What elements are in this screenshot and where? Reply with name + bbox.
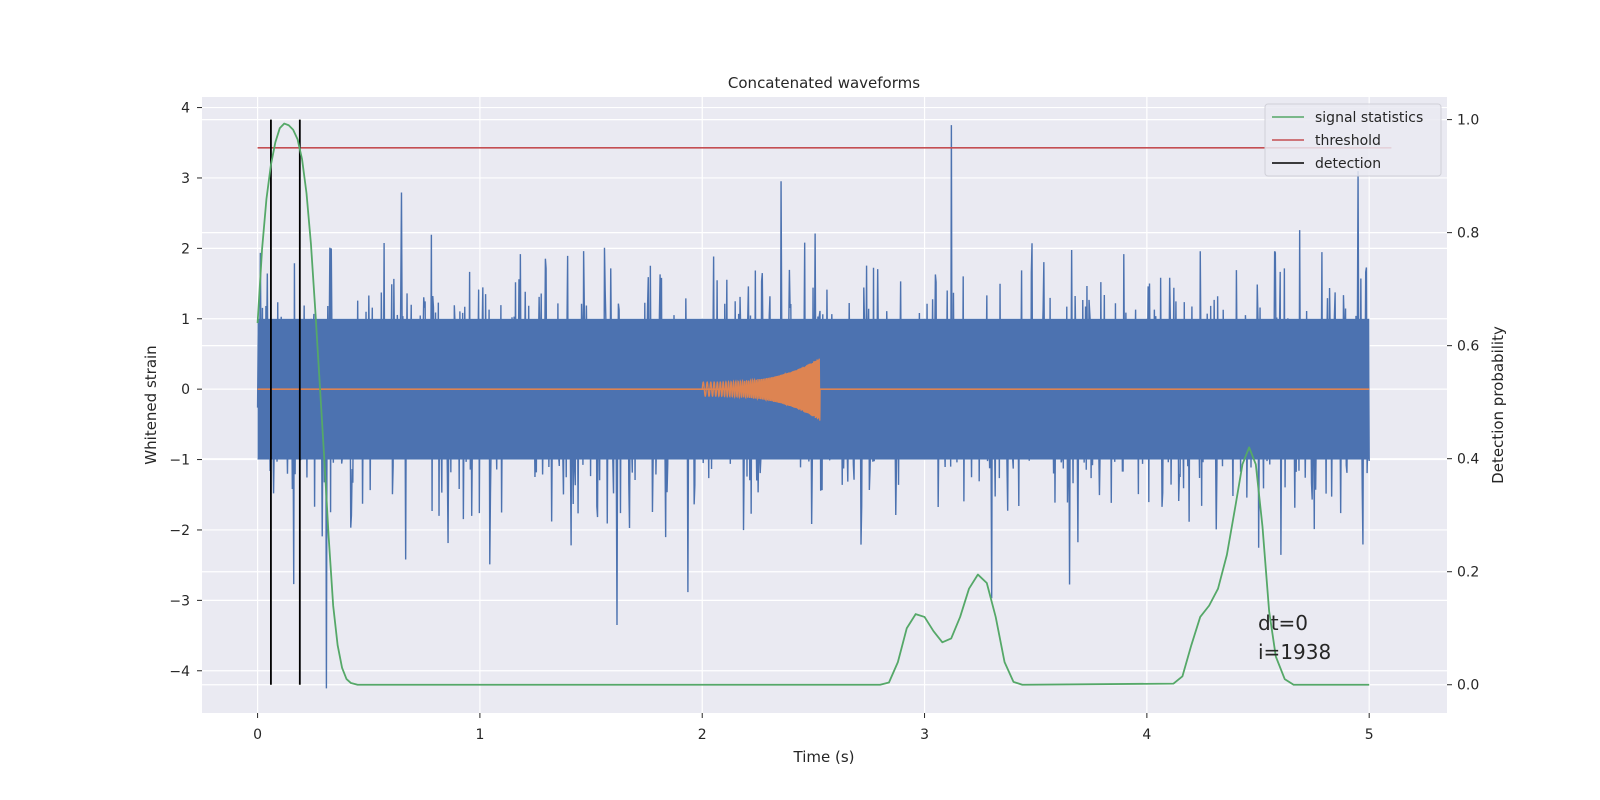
x-tick-label: 3 <box>920 727 929 743</box>
y-axis-label: Whitened strain <box>142 345 160 464</box>
annotation-i: i=1938 <box>1258 640 1331 664</box>
legend-label-detection: detection <box>1315 156 1381 172</box>
legend: signal statistics threshold detection <box>1264 103 1442 177</box>
x-tick-label: 5 <box>1365 727 1374 743</box>
legend-label-threshold: threshold <box>1315 133 1381 149</box>
x-tick-label: 2 <box>698 727 707 743</box>
legend-label-signal-statistics: signal statistics <box>1315 110 1423 126</box>
y-tick-label: −2 <box>169 523 190 539</box>
signal-statistics-line <box>256 122 1370 686</box>
ticks: 0 1 2 3 4 5 −4 −3 −2 −1 0 1 2 3 4 0.0 0.2 0.4 0.6 0.8 1.0 <box>169 101 1479 743</box>
x-tick-label: 1 <box>475 727 484 743</box>
y-tick-label: −1 <box>169 453 190 469</box>
x-tick-label: 0 <box>253 727 262 743</box>
legend-box <box>1264 103 1442 177</box>
y-tick-label: 3 <box>181 171 190 187</box>
probability-overlay <box>256 119 1392 686</box>
y-tick-label: −3 <box>169 593 190 609</box>
y2-tick-label: 0.2 <box>1457 565 1479 581</box>
x-tick-label: 4 <box>1142 727 1151 743</box>
y2-tick-label: 0.4 <box>1457 452 1479 468</box>
chart-title: Concatenated waveforms <box>728 74 920 92</box>
y-tick-label: 2 <box>181 241 190 257</box>
y-tick-label: 0 <box>181 382 190 398</box>
y2-tick-label: 0.0 <box>1457 678 1479 694</box>
y2-tick-label: 0.8 <box>1457 226 1479 242</box>
y-tick-label: 4 <box>181 101 190 117</box>
annotation-dt: dt=0 <box>1258 611 1308 635</box>
template-chirp <box>701 358 821 421</box>
template-series <box>257 358 1370 421</box>
y2-axis-label: Detection probability <box>1489 326 1507 484</box>
y2-tick-label: 1.0 <box>1457 113 1479 129</box>
x-axis-label: Time (s) <box>793 748 855 766</box>
y2-tick-label: 0.6 <box>1457 339 1479 355</box>
y-tick-label: 1 <box>181 312 190 328</box>
y-tick-label: −4 <box>169 664 190 680</box>
